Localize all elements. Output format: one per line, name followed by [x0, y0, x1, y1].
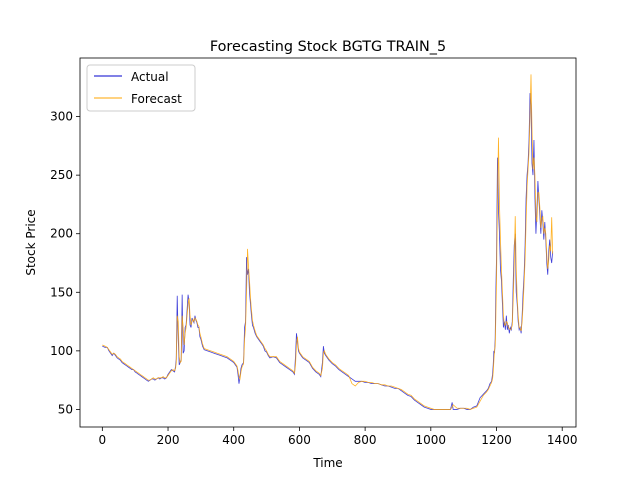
- x-tick-label: 1200: [481, 433, 512, 447]
- x-axis-label: Time: [312, 456, 342, 470]
- x-tick-label: 1400: [547, 433, 578, 447]
- x-tick-label: 400: [222, 433, 245, 447]
- legend-forecast-label: Forecast: [131, 92, 182, 106]
- series-layer: [102, 74, 554, 410]
- y-axis: 50 100 150 200 250 300: [50, 110, 80, 416]
- plot-frame: [79, 57, 577, 428]
- y-tick-label: 100: [50, 344, 73, 358]
- y-tick-label: 50: [58, 402, 73, 416]
- legend: Actual Forecast: [86, 64, 196, 112]
- chart-title: Forecasting Stock BGTG TRAIN_5: [210, 39, 446, 55]
- x-tick-label: 200: [157, 433, 180, 447]
- x-tick-label: 0: [99, 433, 107, 447]
- y-tick-label: 300: [50, 110, 73, 124]
- y-tick-label: 250: [50, 168, 73, 182]
- y-tick-label: 200: [50, 227, 73, 241]
- series-line-forecast: [102, 74, 554, 410]
- legend-actual-label: Actual: [131, 70, 169, 84]
- x-axis: 0 200 400 600 800 1000 1200 1400: [99, 427, 578, 447]
- x-tick-label: 1000: [416, 433, 447, 447]
- y-axis-label: Stock Price: [24, 209, 38, 275]
- x-tick-label: 800: [354, 433, 377, 447]
- plot-area: [79, 57, 577, 428]
- x-tick-label: 600: [288, 433, 311, 447]
- series-line-actual: [102, 93, 554, 410]
- y-tick-label: 150: [50, 285, 73, 299]
